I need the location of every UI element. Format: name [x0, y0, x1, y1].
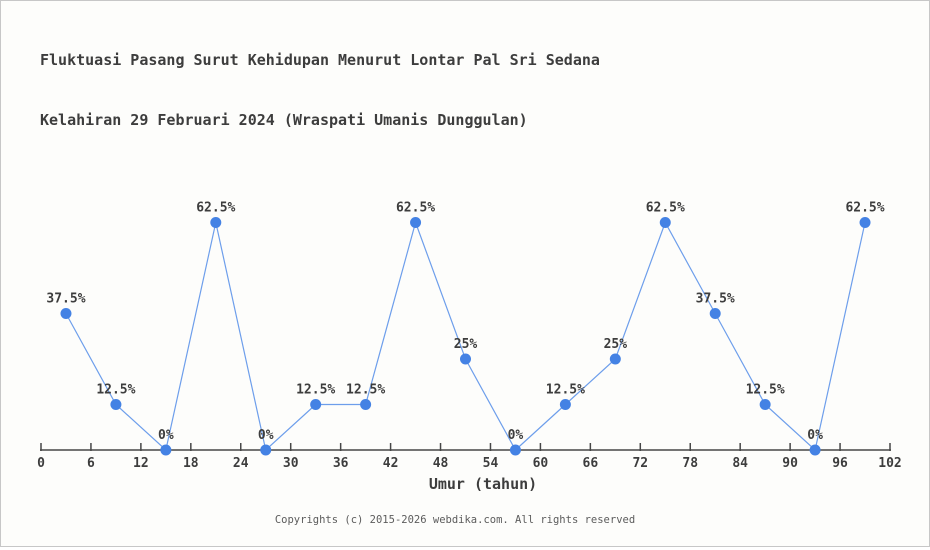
data-point	[460, 353, 471, 365]
x-tick-label: 78	[682, 456, 698, 471]
x-tick-label: 90	[782, 456, 798, 471]
data-point-label: 62.5%	[845, 201, 884, 216]
data-point	[210, 217, 222, 228]
data-point-label: 25%	[454, 337, 478, 352]
x-tick-label: 30	[283, 456, 299, 471]
data-point	[509, 444, 521, 456]
x-tick-label: 66	[583, 456, 599, 471]
x-tick-label: 6	[87, 456, 95, 471]
data-point-label: 12.5%	[546, 383, 585, 398]
data-point	[759, 399, 771, 410]
x-tick-label: 54	[483, 456, 499, 471]
x-tick-label: 24	[233, 456, 249, 471]
x-tick-label: 102	[878, 456, 901, 471]
data-point	[160, 444, 172, 456]
data-point	[410, 217, 422, 228]
x-tick-label: 48	[433, 456, 449, 471]
x-tick-label: 84	[732, 456, 748, 471]
x-tick-label: 42	[383, 456, 399, 471]
data-point-label: 25%	[604, 337, 628, 352]
data-point-label: 0%	[807, 428, 823, 443]
data-point	[360, 399, 372, 410]
chart-title-line1: Fluktuasi Pasang Surut Kehidupan Menurut…	[40, 51, 600, 69]
x-tick-label: 96	[832, 456, 848, 471]
x-tick-label: 60	[533, 456, 549, 471]
data-point-label: 0%	[158, 428, 174, 443]
x-axis-title: Umur (tahun)	[428, 475, 538, 493]
data-point	[60, 308, 72, 319]
data-point	[110, 399, 122, 410]
data-point-label: 12.5%	[746, 383, 785, 398]
data-point-label: 12.5%	[96, 383, 135, 398]
data-point-label: 37.5%	[696, 292, 735, 307]
data-point-label: 12.5%	[296, 383, 335, 398]
data-point-label: 0%	[508, 428, 524, 443]
chart-title-line2: Kelahiran 29 Februari 2024 (Wraspati Uma…	[40, 111, 528, 129]
data-point-label: 62.5%	[196, 201, 235, 216]
data-point	[809, 444, 821, 456]
data-point	[659, 217, 671, 228]
data-point-label: 37.5%	[46, 292, 85, 307]
x-tick-label: 72	[632, 456, 648, 471]
data-point	[260, 444, 272, 456]
data-point	[709, 308, 721, 319]
x-tick-label: 12	[133, 456, 149, 471]
x-tick-label: 36	[333, 456, 349, 471]
data-point	[310, 399, 322, 410]
data-point-label: 12.5%	[346, 383, 385, 398]
data-point-label: 62.5%	[396, 201, 435, 216]
data-point	[859, 217, 871, 228]
footer-copyright: Copyrights (c) 2015-2026 webdika.com. Al…	[274, 514, 636, 526]
data-point-label: 0%	[258, 428, 274, 443]
x-tick-label: 0	[37, 456, 45, 471]
data-point	[559, 399, 571, 410]
chart-title: Fluktuasi Pasang Surut Kehidupan Menurut…	[40, 10, 600, 170]
x-tick-label: 18	[183, 456, 199, 471]
data-point-label: 62.5%	[646, 201, 685, 216]
data-point	[609, 353, 621, 365]
